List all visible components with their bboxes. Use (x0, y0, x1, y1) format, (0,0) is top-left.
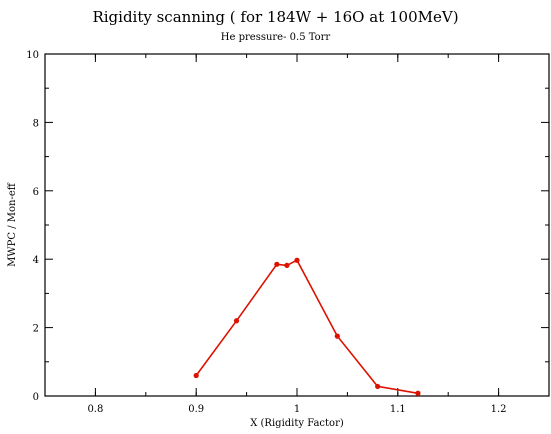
x-tick-label: 1.2 (491, 404, 507, 415)
data-point (334, 333, 340, 339)
y-axis-ticks: 0 2 4 6 8 10 (26, 50, 549, 403)
y-axis-label: MWPC / Mon-eff (7, 182, 18, 267)
chart-title: Rigidity scanning ( for 184W + 16O at 10… (92, 8, 459, 26)
x-axis-ticks: 0.8 0.9 1 1.1 1.2 (44, 54, 550, 415)
y-tick-label: 8 (33, 118, 39, 129)
x-tick-label: 1 (294, 404, 300, 415)
series-line (195, 259, 419, 395)
x-tick-label: 1.1 (390, 404, 406, 415)
y-tick-label: 2 (33, 324, 39, 335)
data-point (274, 261, 280, 267)
plot-frame (44, 53, 550, 397)
x-tick-label: 0.8 (87, 404, 103, 415)
data-point (284, 262, 290, 268)
x-tick-label: 0.9 (188, 404, 204, 415)
data-point (415, 390, 421, 396)
y-tick-label: 6 (33, 187, 39, 198)
data-point (193, 372, 199, 379)
x-axis-label: X (Rigidity Factor) (250, 418, 344, 429)
series-layer (193, 257, 421, 396)
data-point (375, 383, 381, 390)
y-tick-label: 0 (33, 392, 39, 403)
chart-subtitle: He pressure- 0.5 Torr (220, 32, 331, 43)
data-point (233, 318, 240, 324)
y-tick-label: 10 (26, 50, 39, 61)
data-point (294, 257, 300, 263)
y-tick-label: 4 (33, 255, 39, 266)
